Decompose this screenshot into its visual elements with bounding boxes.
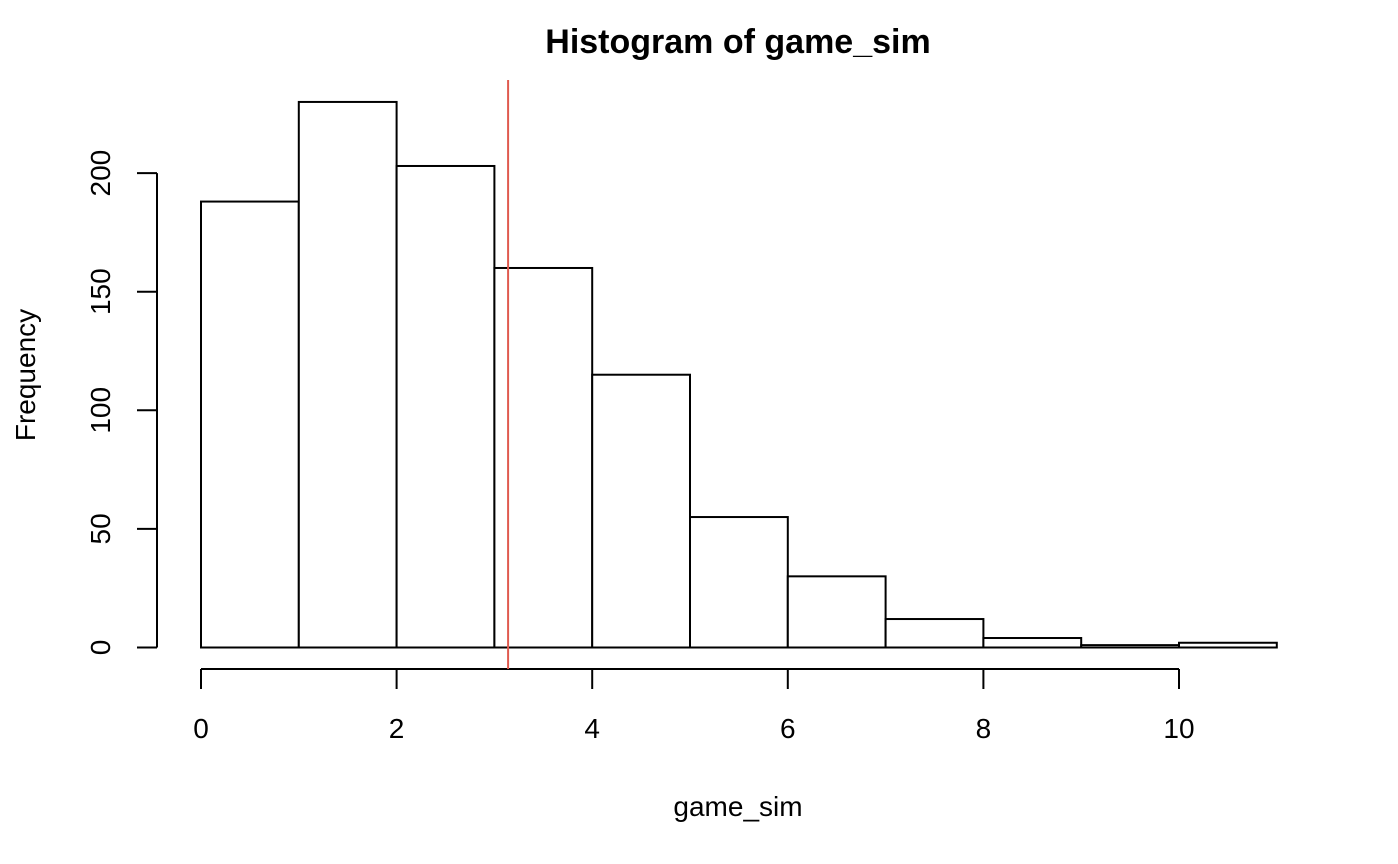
- histogram-bar-8: [982, 637, 1083, 649]
- x-tick-label: 2: [389, 713, 405, 744]
- y-tick-label: 200: [85, 150, 116, 197]
- x-axis: 0 2 4 6 8 10: [193, 668, 1195, 744]
- histogram-bar-9: [1080, 644, 1180, 649]
- histogram-bar-3: [493, 266, 594, 649]
- histogram-bars: [200, 100, 1278, 649]
- y-tick-label: 100: [85, 387, 116, 434]
- x-axis-label: game_sim: [673, 791, 802, 822]
- x-tick-label: 10: [1163, 713, 1194, 744]
- histogram-bar-10: [1178, 641, 1278, 649]
- histogram-bar-7: [884, 618, 985, 649]
- chart-title: Histogram of game_sim: [545, 23, 930, 61]
- y-axis-label: Frequency: [10, 309, 41, 441]
- y-axis: 0 50 100 150 200: [85, 150, 158, 656]
- histogram-bar-6: [786, 575, 887, 649]
- histogram-bar-0: [200, 200, 300, 649]
- histogram-bar-2: [395, 164, 496, 649]
- x-tick-label: 8: [976, 713, 992, 744]
- y-tick-label: 0: [85, 640, 116, 656]
- y-tick-label: 50: [85, 513, 116, 544]
- histogram-bar-4: [591, 373, 692, 649]
- histogram-bar-1: [297, 100, 398, 649]
- y-tick-label: 150: [85, 268, 116, 315]
- x-tick-label: 0: [193, 713, 209, 744]
- x-tick-label: 6: [780, 713, 796, 744]
- x-tick-label: 4: [584, 713, 600, 744]
- histogram-bar-5: [689, 516, 789, 649]
